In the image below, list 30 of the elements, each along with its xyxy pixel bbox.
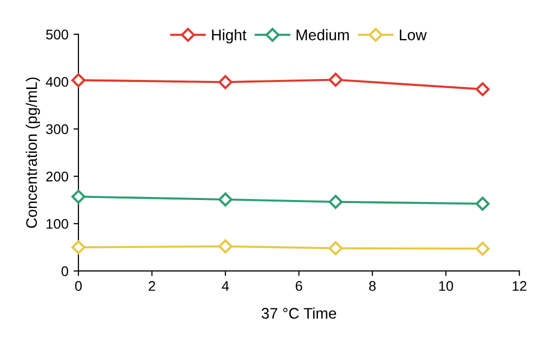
point — [218, 239, 232, 254]
x-tick-label: 4 — [222, 281, 229, 291]
y-tick-label: 400 — [46, 76, 68, 87]
y-tick-label: 0 — [62, 266, 68, 276]
x-tick-label: 8 — [369, 281, 376, 291]
point — [218, 75, 232, 90]
legend-label: Medium — [296, 29, 349, 40]
x-axis-title: 37 °C Time — [262, 308, 336, 319]
point — [218, 192, 232, 206]
y-tick-label: 500 — [46, 30, 68, 40]
point — [328, 241, 343, 256]
x-tick-label: 0 — [75, 281, 82, 291]
legend-label: Low — [400, 30, 427, 40]
point — [328, 194, 343, 209]
point — [328, 72, 343, 87]
y-tick-label: 300 — [46, 124, 68, 134]
point — [476, 82, 490, 96]
x-tick-label: 2 — [148, 281, 156, 291]
point — [71, 73, 86, 88]
legend-label: Hight — [212, 29, 246, 44]
point — [476, 196, 490, 211]
point — [476, 242, 490, 256]
point — [71, 240, 86, 254]
point — [71, 190, 86, 204]
y-tick-label: 200 — [46, 172, 68, 182]
x-tick-label: 12 — [512, 281, 526, 291]
x-tick-label: 6 — [296, 281, 302, 291]
x-tick-label: 10 — [439, 281, 454, 291]
y-tick-label: 100 — [46, 218, 68, 229]
y-axis-title: Concentration (pg/mL) — [26, 78, 40, 228]
